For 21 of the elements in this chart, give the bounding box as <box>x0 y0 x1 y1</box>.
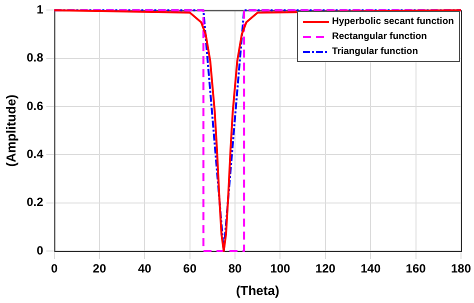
x-tick-label: 160 <box>406 262 426 276</box>
x-tick-label: 180 <box>450 262 472 276</box>
x-tick-label: 80 <box>228 262 242 276</box>
y-axis-title: (Amplitude) <box>3 94 18 167</box>
x-axis-title: (Theta) <box>236 282 280 298</box>
legend-label: Rectangular function <box>332 30 427 44</box>
y-tick-label: 1 <box>36 2 44 17</box>
legend-label: Hyperbolic secant function <box>332 15 454 30</box>
x-tick-label: 60 <box>183 262 197 276</box>
x-tick-label: 0 <box>50 262 58 276</box>
y-tick-label: 0.8 <box>26 50 44 65</box>
x-tick-label: 20 <box>92 262 106 276</box>
y-tick-label: 0.4 <box>26 146 44 161</box>
y-tick-label: 0.2 <box>26 195 44 210</box>
y-tick-label: 0 <box>36 243 44 258</box>
x-tick-label: 120 <box>315 262 336 276</box>
y-tick-label: 0.6 <box>26 98 44 113</box>
x-tick-label: 100 <box>270 262 291 276</box>
x-tick-label: 140 <box>360 262 381 276</box>
x-tick-label: 40 <box>138 262 152 276</box>
legend-label: Triangular function <box>332 45 418 60</box>
